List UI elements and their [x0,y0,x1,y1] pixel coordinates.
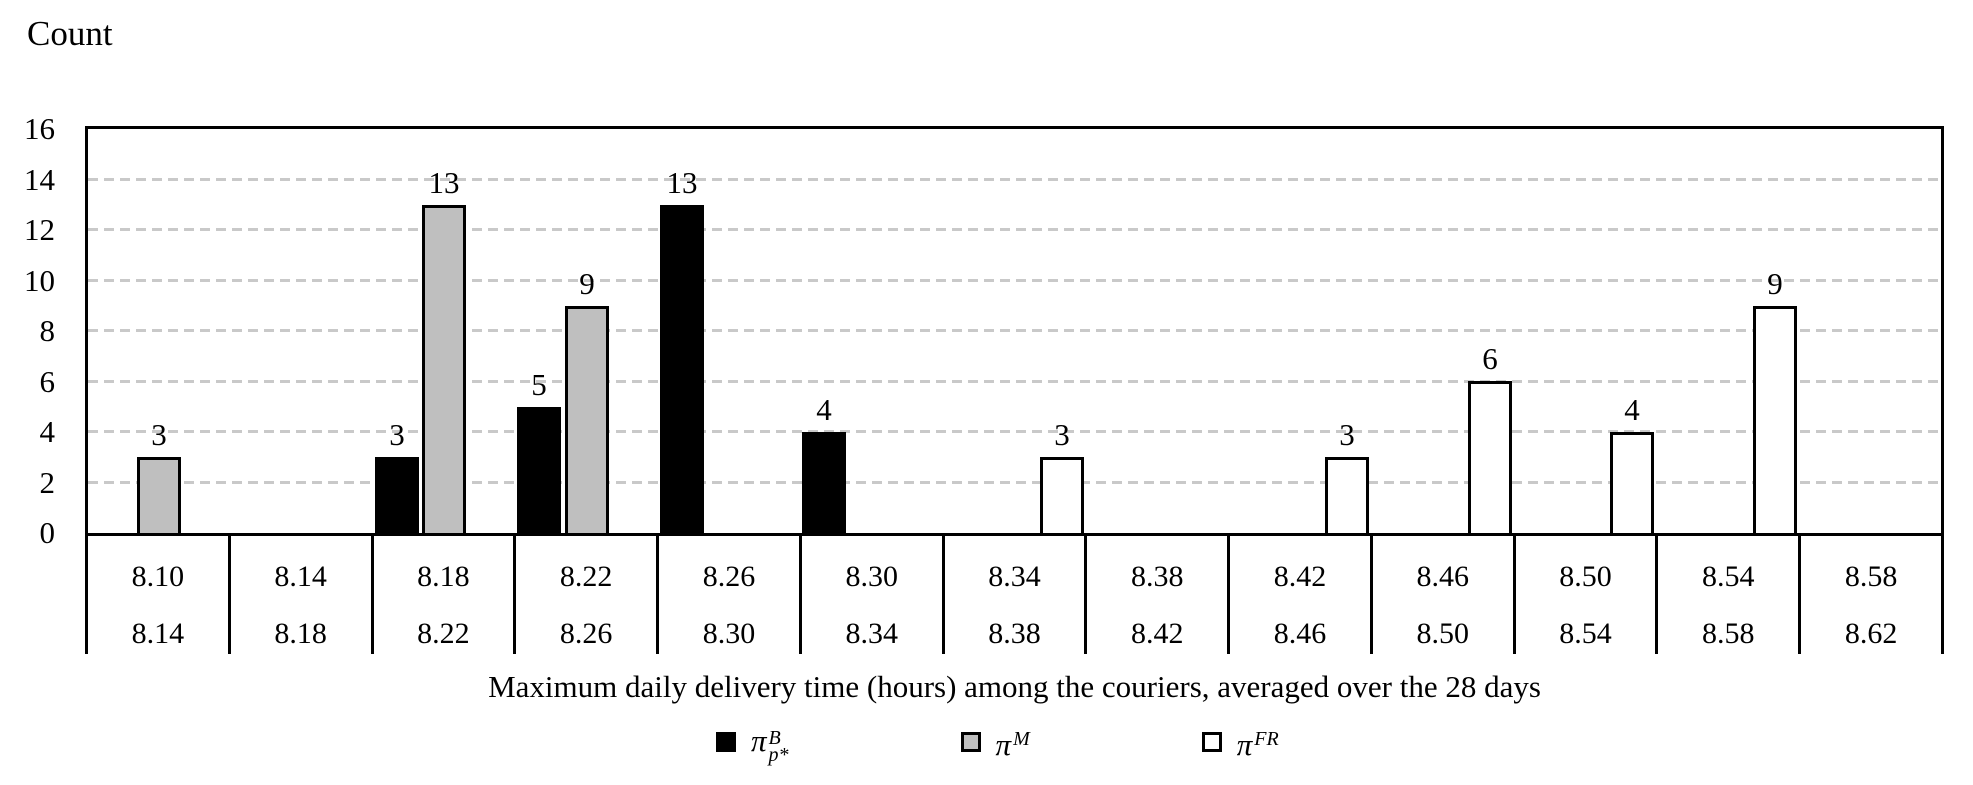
bar-value-label: 3 [151,417,167,452]
y-axis-tick-label: 6 [39,364,56,399]
bar-value-label: 3 [1054,417,1070,452]
x-axis-bin-cell: 8.22 8.26 [513,536,656,654]
y-axis-tick-label: 16 [24,111,55,146]
x-axis-title: Maximum daily delivery time (hours) amon… [488,669,1541,704]
legend-item-pi-FR: π FR [1201,721,1279,763]
bar-value-label: 4 [816,392,832,427]
histogram-bar-pi-B-pstar [517,407,561,533]
bin-lower-label: 8.22 [559,560,613,593]
gridline [88,481,1941,484]
histogram-bar-pi-FR [1468,381,1512,533]
bin-upper-label: 8.26 [559,617,613,650]
x-axis-bin-cell: 8.54 8.58 [1655,536,1798,654]
x-axis-bin-cell: 8.58 8.62 [1798,536,1944,654]
legend-swatch-pi-M [960,732,981,752]
plot-area: 3 5 13 4 3 13 9 3 3 6 4 9 [85,126,1944,536]
y-axis-tick-label: 2 [39,465,56,500]
bin-lower-label: 8.10 [131,560,185,593]
y-axis-tick-label: 0 [39,515,56,550]
x-axis-bin-cell: 8.30 8.34 [798,536,942,654]
y-axis-tick-label: 4 [39,414,56,449]
gridline [88,430,1941,433]
bin-lower-label: 8.30 [845,560,898,593]
y-axis-tick-label: 10 [24,263,55,298]
bar-value-label: 13 [666,165,698,200]
histogram-bar-pi-FR [1325,457,1369,533]
gridline [88,329,1941,332]
bin-lower-label: 8.46 [1416,560,1470,593]
x-axis-bin-cell: 8.38 8.42 [1084,536,1227,654]
histogram-bar-pi-B-pstar [660,205,704,533]
x-axis-bin-cell: 8.14 8.18 [227,536,371,654]
y-axis-tick-label: 14 [24,162,55,197]
bar-value-label: 3 [1339,417,1355,452]
bin-upper-label: 8.50 [1416,617,1470,650]
bar-value-label: 9 [579,266,595,301]
bin-upper-label: 8.14 [131,617,185,650]
bin-lower-label: 8.58 [1844,560,1898,593]
bin-lower-label: 8.50 [1559,560,1612,593]
bar-value-label: 6 [1482,341,1498,376]
histogram-bar-pi-B-pstar [375,457,419,533]
x-axis-bin-cell: 8.10 8.14 [85,536,228,654]
y-axis-tick-labels: 0 2 4 6 8 10 12 14 16 [0,113,56,549]
bin-upper-label: 8.54 [1559,617,1612,650]
x-axis-bin-cell: 8.50 8.54 [1512,536,1656,654]
gridline [88,228,1941,231]
bin-upper-label: 8.34 [845,617,898,650]
legend-swatch-pi-FR [1201,732,1222,752]
x-axis-bin-cell: 8.42 8.46 [1227,536,1370,654]
x-axis-bin-cell: 8.46 8.50 [1369,536,1513,654]
legend-label-pi-FR: π FR [1236,727,1279,762]
bin-upper-label: 8.22 [417,617,470,650]
bin-lower-label: 8.38 [1130,560,1184,593]
bar-value-label: 9 [1767,266,1783,301]
bin-lower-label: 8.14 [274,560,327,593]
x-axis-bin-cell: 8.18 8.22 [370,536,514,654]
bar-value-label: 5 [531,367,547,402]
gridline [88,178,1941,181]
histogram-bar-pi-M [137,457,181,533]
y-axis-title: Count [27,14,113,53]
bin-upper-label: 8.46 [1273,617,1327,650]
x-axis-bin-cell: 8.34 8.38 [941,536,1085,654]
bin-upper-label: 8.18 [274,617,327,650]
histogram-bar-pi-FR [1753,306,1797,533]
bin-upper-label: 8.62 [1844,617,1898,650]
x-axis-bin-table: 8.10 8.14 8.14 8.18 8.18 8.22 8.22 8.26 8.26 8.30… [85,536,1944,654]
histogram-bar-pi-M [422,205,466,533]
histogram-bar-pi-B-pstar [802,432,846,533]
bin-upper-label: 8.58 [1702,617,1755,650]
bar-value-label: 13 [428,165,460,200]
bar-value-label: 3 [389,417,405,452]
bin-lower-label: 8.18 [417,560,470,593]
histogram-bar-pi-FR [1040,457,1084,533]
bin-lower-label: 8.42 [1273,560,1327,593]
gridline [88,380,1941,383]
bar-value-label: 4 [1624,392,1640,427]
x-axis-bin-cell: 8.26 8.30 [656,536,799,654]
bin-upper-label: 8.30 [702,617,756,650]
bin-lower-label: 8.34 [988,560,1041,593]
bin-lower-label: 8.26 [702,560,756,593]
gridline [88,279,1941,282]
histogram-bar-pi-M [565,306,609,533]
bin-upper-label: 8.42 [1130,617,1184,650]
y-axis-tick-label: 8 [39,313,56,348]
bin-lower-label: 8.54 [1702,560,1755,593]
bin-upper-label: 8.38 [988,617,1041,650]
histogram-bar-pi-FR [1610,432,1654,533]
y-axis-tick-label: 12 [24,212,55,247]
legend-swatch-pi-B-pstar [716,731,736,752]
